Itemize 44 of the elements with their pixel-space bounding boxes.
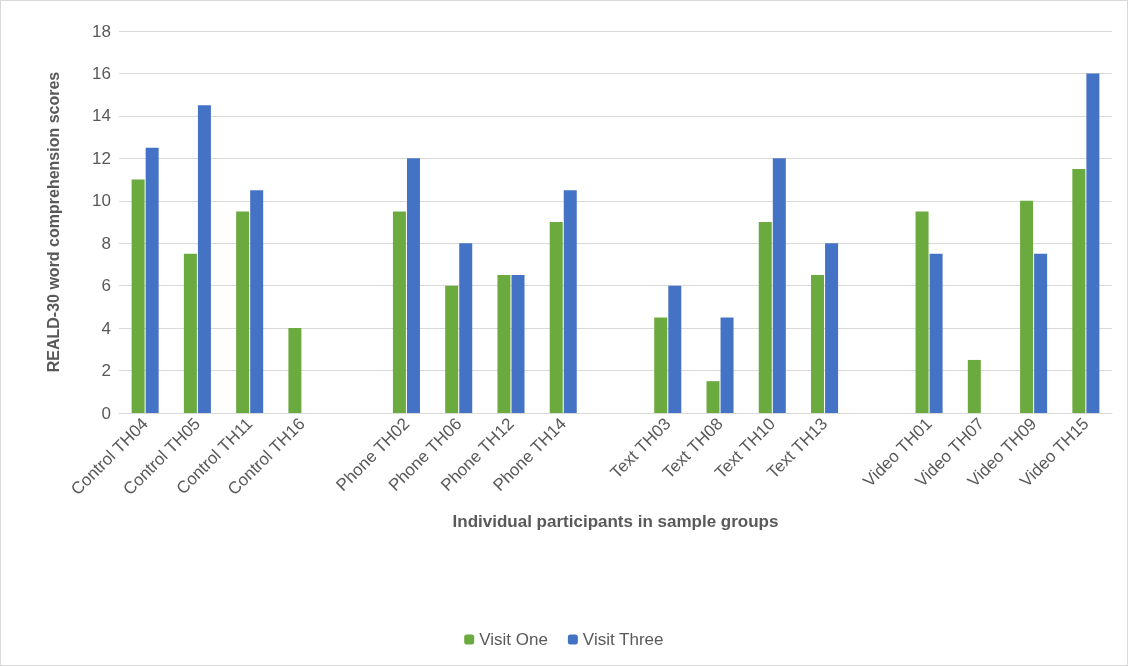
bar bbox=[1086, 73, 1100, 413]
bar bbox=[236, 211, 250, 413]
bar bbox=[183, 253, 197, 413]
bar bbox=[511, 275, 525, 413]
bar bbox=[706, 381, 720, 413]
y-axis-title: REALD-30 word comprehension scores bbox=[44, 71, 62, 373]
bar bbox=[811, 275, 825, 413]
bar bbox=[497, 275, 511, 413]
bar bbox=[131, 179, 145, 413]
y-tick-label: 6 bbox=[101, 276, 111, 296]
y-tick-label: 14 bbox=[92, 106, 111, 126]
bar bbox=[197, 105, 211, 413]
bar bbox=[406, 158, 420, 413]
y-tick-label: 12 bbox=[92, 148, 111, 168]
y-tick-label: 16 bbox=[92, 63, 111, 83]
bar bbox=[1020, 200, 1034, 413]
x-axis-title: Individual participants in sample groups bbox=[452, 512, 779, 531]
legend-label: Visit Three bbox=[582, 630, 664, 649]
bar bbox=[549, 222, 563, 413]
bar bbox=[967, 359, 981, 413]
bar bbox=[1072, 168, 1086, 413]
bar bbox=[772, 158, 786, 413]
y-tick-label: 8 bbox=[101, 233, 111, 253]
bar bbox=[758, 222, 772, 413]
bar bbox=[1034, 253, 1048, 413]
bar bbox=[445, 285, 459, 413]
legend-label: Visit One bbox=[479, 630, 548, 649]
bar bbox=[915, 211, 929, 413]
y-tick-label: 18 bbox=[92, 21, 111, 41]
bar bbox=[825, 243, 839, 413]
y-tick-label: 4 bbox=[101, 318, 111, 338]
bar bbox=[668, 285, 682, 413]
bar bbox=[392, 211, 406, 413]
bar bbox=[929, 253, 943, 413]
bar bbox=[654, 317, 668, 413]
bar bbox=[145, 147, 159, 413]
bar bbox=[563, 190, 577, 413]
y-tick-label: 10 bbox=[92, 191, 111, 211]
y-tick-label: 2 bbox=[101, 361, 111, 381]
bar bbox=[250, 190, 264, 413]
bar bbox=[288, 328, 302, 413]
bar bbox=[720, 317, 734, 413]
bar bbox=[459, 243, 473, 413]
y-tick-label: 0 bbox=[101, 403, 111, 423]
